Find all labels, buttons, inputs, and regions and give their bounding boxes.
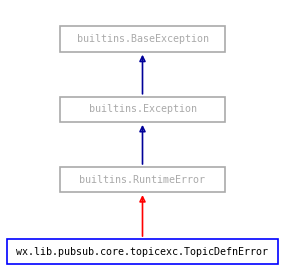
FancyBboxPatch shape: [60, 97, 225, 122]
Text: builtins.RuntimeError: builtins.RuntimeError: [80, 174, 205, 185]
FancyBboxPatch shape: [60, 26, 225, 52]
FancyBboxPatch shape: [7, 239, 278, 265]
Text: builtins.BaseException: builtins.BaseException: [76, 34, 209, 44]
Text: builtins.Exception: builtins.Exception: [89, 104, 196, 114]
Text: wx.lib.pubsub.core.topicexc.TopicDefnError: wx.lib.pubsub.core.topicexc.TopicDefnErr…: [17, 247, 268, 257]
FancyBboxPatch shape: [60, 167, 225, 192]
